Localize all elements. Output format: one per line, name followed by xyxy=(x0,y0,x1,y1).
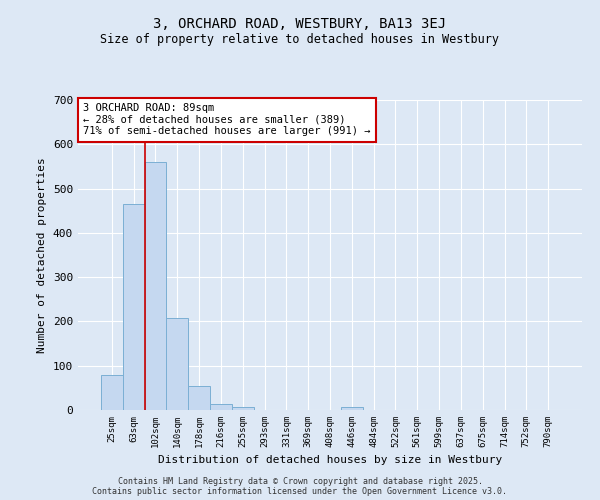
Text: 3, ORCHARD ROAD, WESTBURY, BA13 3EJ: 3, ORCHARD ROAD, WESTBURY, BA13 3EJ xyxy=(154,18,446,32)
Text: Contains public sector information licensed under the Open Government Licence v3: Contains public sector information licen… xyxy=(92,488,508,496)
Bar xyxy=(101,374,123,410)
Bar xyxy=(210,404,232,410)
X-axis label: Distribution of detached houses by size in Westbury: Distribution of detached houses by size … xyxy=(158,456,502,466)
Bar xyxy=(188,386,210,410)
Text: 3 ORCHARD ROAD: 89sqm
← 28% of detached houses are smaller (389)
71% of semi-det: 3 ORCHARD ROAD: 89sqm ← 28% of detached … xyxy=(83,103,371,136)
Text: Contains HM Land Registry data © Crown copyright and database right 2025.: Contains HM Land Registry data © Crown c… xyxy=(118,478,482,486)
Bar xyxy=(166,318,188,410)
Bar xyxy=(232,407,254,410)
Text: Size of property relative to detached houses in Westbury: Size of property relative to detached ho… xyxy=(101,32,499,46)
Bar xyxy=(123,204,145,410)
Y-axis label: Number of detached properties: Number of detached properties xyxy=(37,157,47,353)
Bar xyxy=(341,407,363,410)
Bar xyxy=(145,162,166,410)
